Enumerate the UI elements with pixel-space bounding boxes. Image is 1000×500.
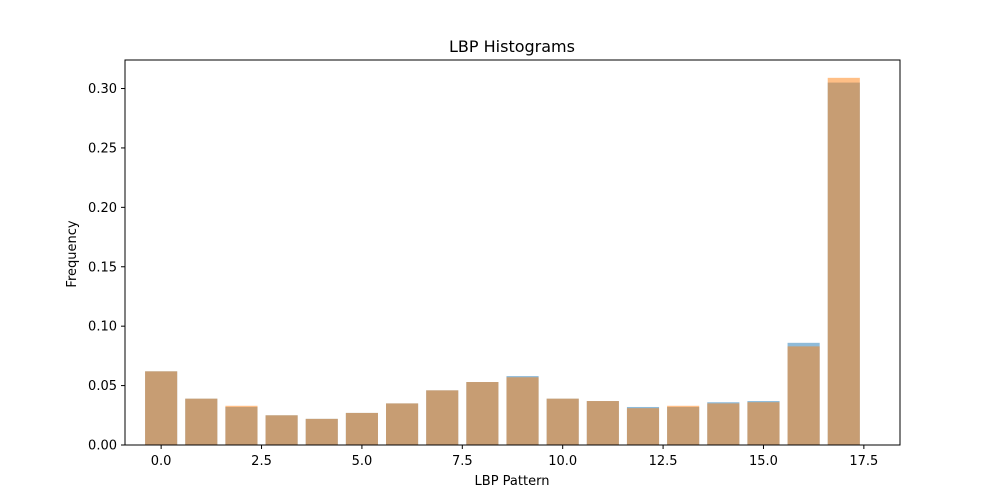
x-tick-label: 12.5	[649, 454, 678, 469]
y-axis-ticks: 0.00 0.05 0.10 0.15 0.20 0.25 0.30	[88, 82, 125, 454]
y-tick-label: 0.30	[88, 82, 117, 97]
bar-series2-9	[506, 377, 539, 445]
y-tick-label: 0.20	[88, 201, 117, 216]
bars-group	[145, 77, 860, 446]
bar-series2-7	[426, 390, 459, 445]
bar-series2-14	[707, 403, 740, 445]
y-tick-label: 0.10	[88, 320, 117, 335]
bar-series2-3	[265, 415, 298, 445]
chart-title: LBP Histograms	[449, 37, 575, 56]
bar-series2-5	[345, 412, 378, 445]
bar-series2-12	[626, 408, 660, 445]
y-tick-label: 0.00	[88, 439, 117, 454]
y-tick-label: 0.15	[88, 260, 117, 275]
bar-series2-16	[787, 346, 820, 445]
bar-series2-0	[145, 371, 178, 445]
x-tick-label: 2.5	[251, 454, 272, 469]
bar-series2-17	[827, 77, 860, 446]
y-axis-label: Frequency	[65, 220, 80, 287]
y-tick-label: 0.05	[88, 379, 117, 394]
x-axis-label: LBP Pattern	[475, 474, 550, 489]
x-tick-label: 17.5	[849, 454, 878, 469]
bar-series2-10	[546, 398, 579, 445]
bar-series2-1	[185, 398, 218, 445]
x-tick-label: 10.0	[548, 454, 577, 469]
y-tick-label: 0.25	[88, 141, 117, 156]
bar-series2-11	[586, 401, 619, 445]
x-tick-label: 0.0	[151, 454, 172, 469]
bar-series2-2	[225, 405, 258, 445]
bar-series2-6	[386, 403, 419, 445]
x-axis-ticks: 0.0 2.5 5.0 7.5 10.0 12.5 15.0 17.5	[151, 445, 878, 469]
bar-series2-13	[667, 405, 700, 445]
x-tick-label: 5.0	[352, 454, 373, 469]
x-tick-label: 15.0	[749, 454, 778, 469]
x-tick-label: 7.5	[452, 454, 473, 469]
bar-series2-15	[747, 402, 780, 445]
bar-series2-8	[466, 382, 499, 445]
bar-series2-4	[305, 418, 338, 445]
plot-frame	[124, 59, 901, 446]
